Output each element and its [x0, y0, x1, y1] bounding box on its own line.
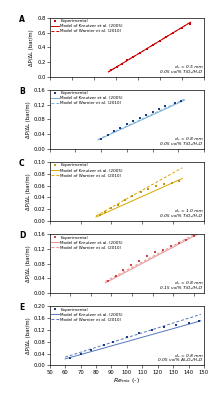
Legend: Experimental, Model of Kreutzer et al. (2005), Model of Warnier et al. (2010): Experimental, Model of Kreutzer et al. (… — [51, 19, 123, 34]
Legend: Experimental, Model of Kreutzer et al. (2005), Model of Warnier et al. (2010): Experimental, Model of Kreutzer et al. (… — [51, 91, 123, 106]
Legend: Experimental, Model of Kreutzer et al. (2005), Model of Warnier et al. (2010): Experimental, Model of Kreutzer et al. (… — [51, 235, 123, 250]
Y-axis label: ΔP/ΔL (bar/m): ΔP/ΔL (bar/m) — [29, 29, 34, 66]
Legend: Experimental, Model of Kreutzer et al. (2005), Model of Warnier et al. (2010): Experimental, Model of Kreutzer et al. (… — [51, 163, 123, 178]
Text: C: C — [19, 159, 24, 168]
Text: dₑ = 0.8 mm
0.05 vol% Al₂O₃/H₂O: dₑ = 0.8 mm 0.05 vol% Al₂O₃/H₂O — [158, 354, 202, 362]
Text: E: E — [19, 303, 24, 312]
Text: dₑ = 1.0 mm
0.05 vol% TiO₂/H₂O: dₑ = 1.0 mm 0.05 vol% TiO₂/H₂O — [160, 210, 202, 218]
Y-axis label: ΔP/ΔL (bar/m): ΔP/ΔL (bar/m) — [26, 173, 31, 210]
Text: dₑ = 0.8 mm
0.15 vol% TiO₂/H₂O: dₑ = 0.8 mm 0.15 vol% TiO₂/H₂O — [160, 282, 202, 290]
Y-axis label: ΔP/ΔL (bar/m): ΔP/ΔL (bar/m) — [26, 317, 31, 354]
Text: B: B — [19, 87, 25, 96]
Y-axis label: ΔP/ΔL (bar/m): ΔP/ΔL (bar/m) — [26, 101, 31, 138]
Text: dₑ = 0.5 mm
0.05 vol% TiO₂/H₂O: dₑ = 0.5 mm 0.05 vol% TiO₂/H₂O — [160, 65, 202, 74]
Text: dₑ = 0.8 mm
0.05 vol% TiO₂/H₂O: dₑ = 0.8 mm 0.05 vol% TiO₂/H₂O — [160, 137, 202, 146]
Y-axis label: ΔP/ΔL (bar/m): ΔP/ΔL (bar/m) — [26, 245, 31, 282]
Legend: Experimental, Model of Kreutzer et al. (2005), Model of Warnier et al. (2010): Experimental, Model of Kreutzer et al. (… — [51, 307, 123, 322]
X-axis label: $Re_{mix}$ (-): $Re_{mix}$ (-) — [113, 376, 140, 385]
Text: A: A — [19, 15, 25, 24]
Text: D: D — [19, 231, 25, 240]
